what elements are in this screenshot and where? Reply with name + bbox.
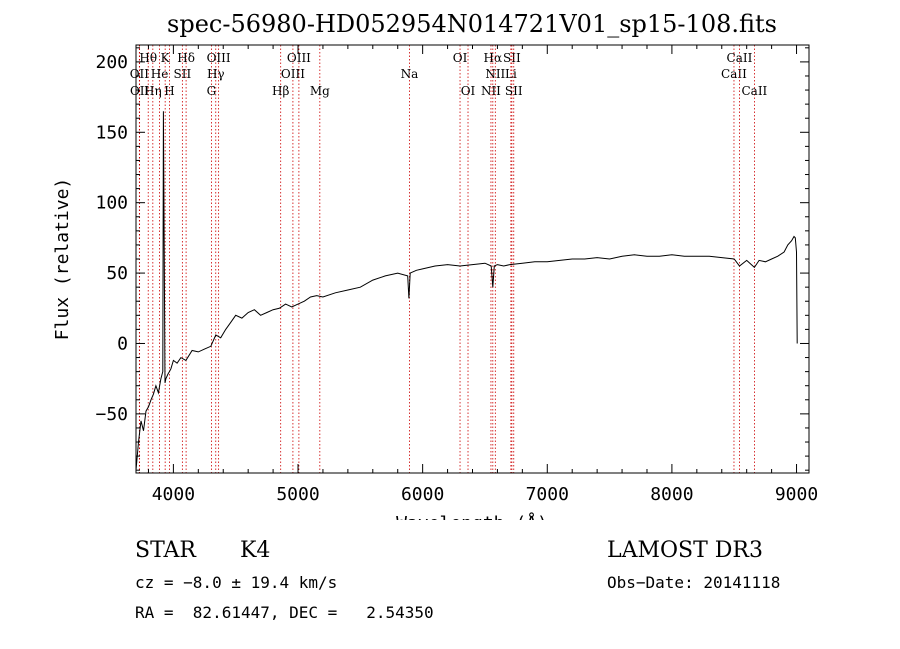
line-label-11: G	[207, 84, 217, 98]
y-tick-label-0: −50	[95, 404, 128, 425]
y-tick-label-5: 200	[95, 52, 128, 73]
line-label-13: OIII	[281, 67, 305, 81]
line-label-6: H	[164, 84, 174, 98]
line-label-23: Li	[505, 67, 517, 81]
obs-date: Obs−Date: 20141118	[607, 573, 781, 592]
line-label-26: CaII	[727, 51, 753, 65]
plot-frame	[135, 44, 810, 474]
y-axis-label: Flux (relative)	[52, 178, 73, 341]
x-axis-label: Wavelength (Å)	[396, 512, 548, 520]
y-tick-label-1: 0	[117, 333, 128, 354]
spectrum-line	[135, 111, 798, 471]
y-tick-label-3: 100	[95, 193, 128, 214]
line-label-3: Hη	[144, 84, 162, 98]
line-label-22: SII	[503, 51, 521, 65]
line-label-10: OIII	[207, 51, 231, 65]
object-subclass: K4	[240, 538, 271, 563]
x-tick-label-2: 6000	[401, 484, 444, 505]
line-label-21: NII	[485, 67, 505, 81]
line-label-9: Hγ	[207, 67, 225, 81]
line-label-17: OI	[453, 51, 468, 65]
line-label-15: Mg	[310, 84, 330, 98]
x-tick-label-1: 5000	[276, 484, 319, 505]
line-label-4: He	[151, 67, 169, 81]
object-class: STAR	[135, 538, 196, 563]
line-label-20: Hα	[484, 51, 503, 65]
line-label-8: Hδ	[177, 51, 195, 65]
line-label-25: CaII	[721, 67, 747, 81]
chart-title: spec-56980-HD052954N014721V01_sp15-108.f…	[167, 10, 777, 38]
line-label-24: SII	[505, 84, 523, 98]
x-tick-label-5: 9000	[775, 484, 818, 505]
line-label-19: NII	[481, 84, 501, 98]
y-tick-label-4: 150	[95, 122, 128, 143]
line-label-18: OI	[461, 84, 476, 98]
line-label-2: OII	[130, 84, 150, 98]
x-tick-label-0: 4000	[152, 484, 195, 505]
line-label-0: Hθ	[139, 51, 157, 65]
redshift-cz: cz = −8.0 ± 19.4 km/s	[135, 573, 338, 592]
coordinates: RA = 82.61447, DEC = 2.54350	[135, 603, 434, 622]
line-label-14: OIII	[287, 51, 311, 65]
axis-ticks: 4000 5000 6000 7000 8000 9000 −50 0 50 100 150 200	[95, 45, 818, 505]
x-tick-label-4: 8000	[650, 484, 693, 505]
line-label-16: Na	[401, 67, 419, 81]
line-label-12: Hβ	[272, 84, 289, 98]
spectrum-chart: spec-56980-HD052954N014721V01_sp15-108.f…	[52, 10, 818, 520]
line-label-27: CaII	[741, 84, 767, 98]
x-tick-label-3: 7000	[526, 484, 569, 505]
line-label-5: K	[161, 51, 171, 65]
line-label-7: SII	[174, 67, 192, 81]
y-tick-label-2: 50	[106, 263, 128, 284]
survey-name: LAMOST DR3	[607, 538, 763, 563]
